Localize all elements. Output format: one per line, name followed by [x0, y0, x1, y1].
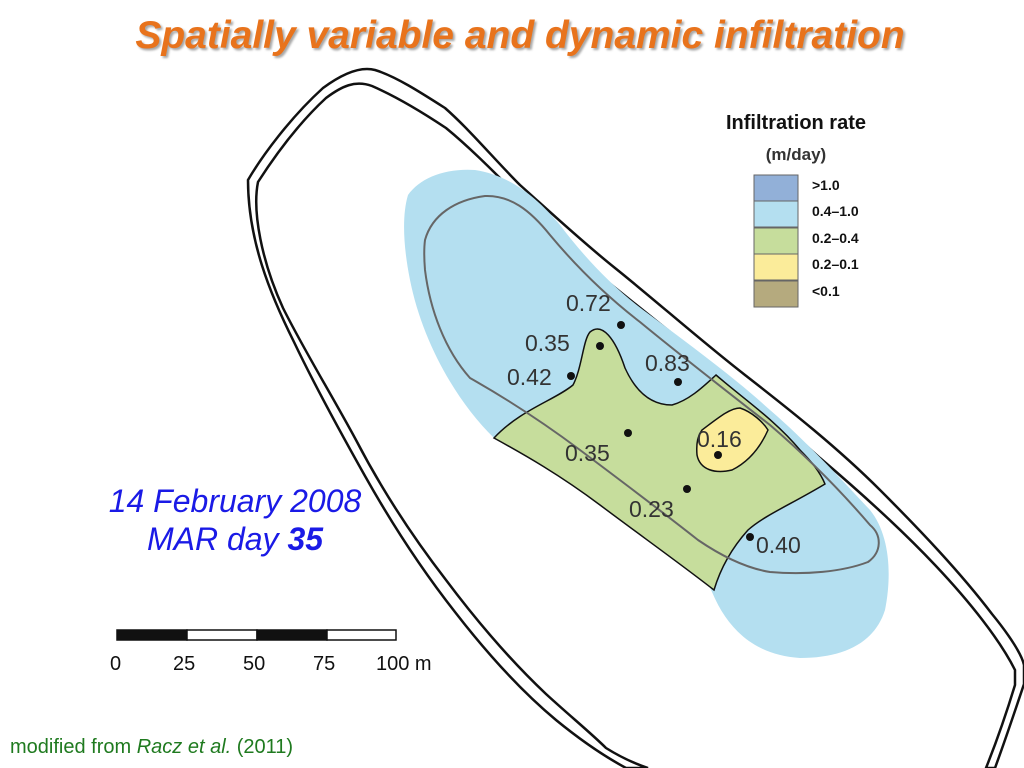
sample-point [746, 533, 754, 541]
scale-segment [116, 629, 188, 641]
scale-tick-label: 0 [110, 653, 121, 675]
scale-segment [186, 629, 258, 641]
sample-label: 0.35 [565, 440, 610, 466]
sample-points [567, 321, 754, 541]
legend-label: 0.4–1.0 [812, 203, 859, 219]
legend-swatch [753, 280, 799, 308]
legend-title: Infiltration rate [725, 112, 866, 134]
legend-swatches [753, 174, 799, 308]
citation-authors: Racz et al. [136, 736, 232, 758]
scale-tick-label: 25 [173, 653, 195, 675]
sample-point [624, 429, 632, 437]
citation: modified from Racz et al. (2011) [10, 736, 293, 759]
legend-labels: >1.0 0.4–1.0 0.2–0.4 0.2–0.1 <0.1 [812, 177, 859, 299]
legend-swatch [753, 253, 799, 281]
citation-prefix: modified from [10, 736, 132, 758]
mar-day-prefix: MAR day [146, 521, 279, 557]
inner-contour [423, 194, 880, 575]
sample-point [617, 321, 625, 329]
legend-swatch [753, 200, 799, 228]
legend-swatch [753, 174, 799, 202]
legend-units: (m/day) [765, 145, 827, 164]
sample-label: 0.16 [697, 426, 742, 452]
date-caption: 14 February 2008 MAR day 35 [60, 482, 410, 558]
sample-label: 0.42 [507, 364, 552, 390]
zone-0.2-0.4 [492, 328, 826, 592]
sample-point [567, 372, 575, 380]
sample-point [674, 378, 682, 386]
mar-day-number: 35 [287, 521, 324, 557]
sample-point [683, 485, 691, 493]
legend-label: <0.1 [812, 283, 840, 299]
scale-tick-label: 75 [313, 653, 335, 675]
scale-tick-label: 50 [243, 653, 265, 675]
slide-title: Spatially variable and dynamic infiltrat… [135, 14, 905, 57]
sample-label: 0.35 [525, 330, 570, 356]
sample-label: 0.83 [645, 350, 690, 376]
scale-segment [326, 629, 397, 641]
scale-bar: 0 25 50 75 100 m [110, 629, 432, 675]
sample-point [714, 451, 722, 459]
legend-swatch [753, 227, 799, 255]
sample-label: 0.23 [629, 496, 674, 522]
sample-point [596, 342, 604, 350]
scale-tick-label: 100 m [376, 653, 432, 675]
citation-year: (2011) [236, 736, 294, 758]
sample-label: 0.40 [756, 532, 801, 558]
sample-labels: 0.72 0.35 0.42 0.83 0.35 0.16 0.23 0.40 [507, 290, 801, 558]
date-line: 14 February 2008 [108, 483, 362, 519]
mar-day-line: MAR day 35 [60, 520, 410, 558]
scale-segment [256, 629, 328, 641]
legend-label: 0.2–0.4 [812, 230, 859, 246]
sample-label: 0.72 [566, 290, 611, 316]
legend-label: 0.2–0.1 [812, 256, 859, 272]
legend-label: >1.0 [812, 177, 840, 193]
